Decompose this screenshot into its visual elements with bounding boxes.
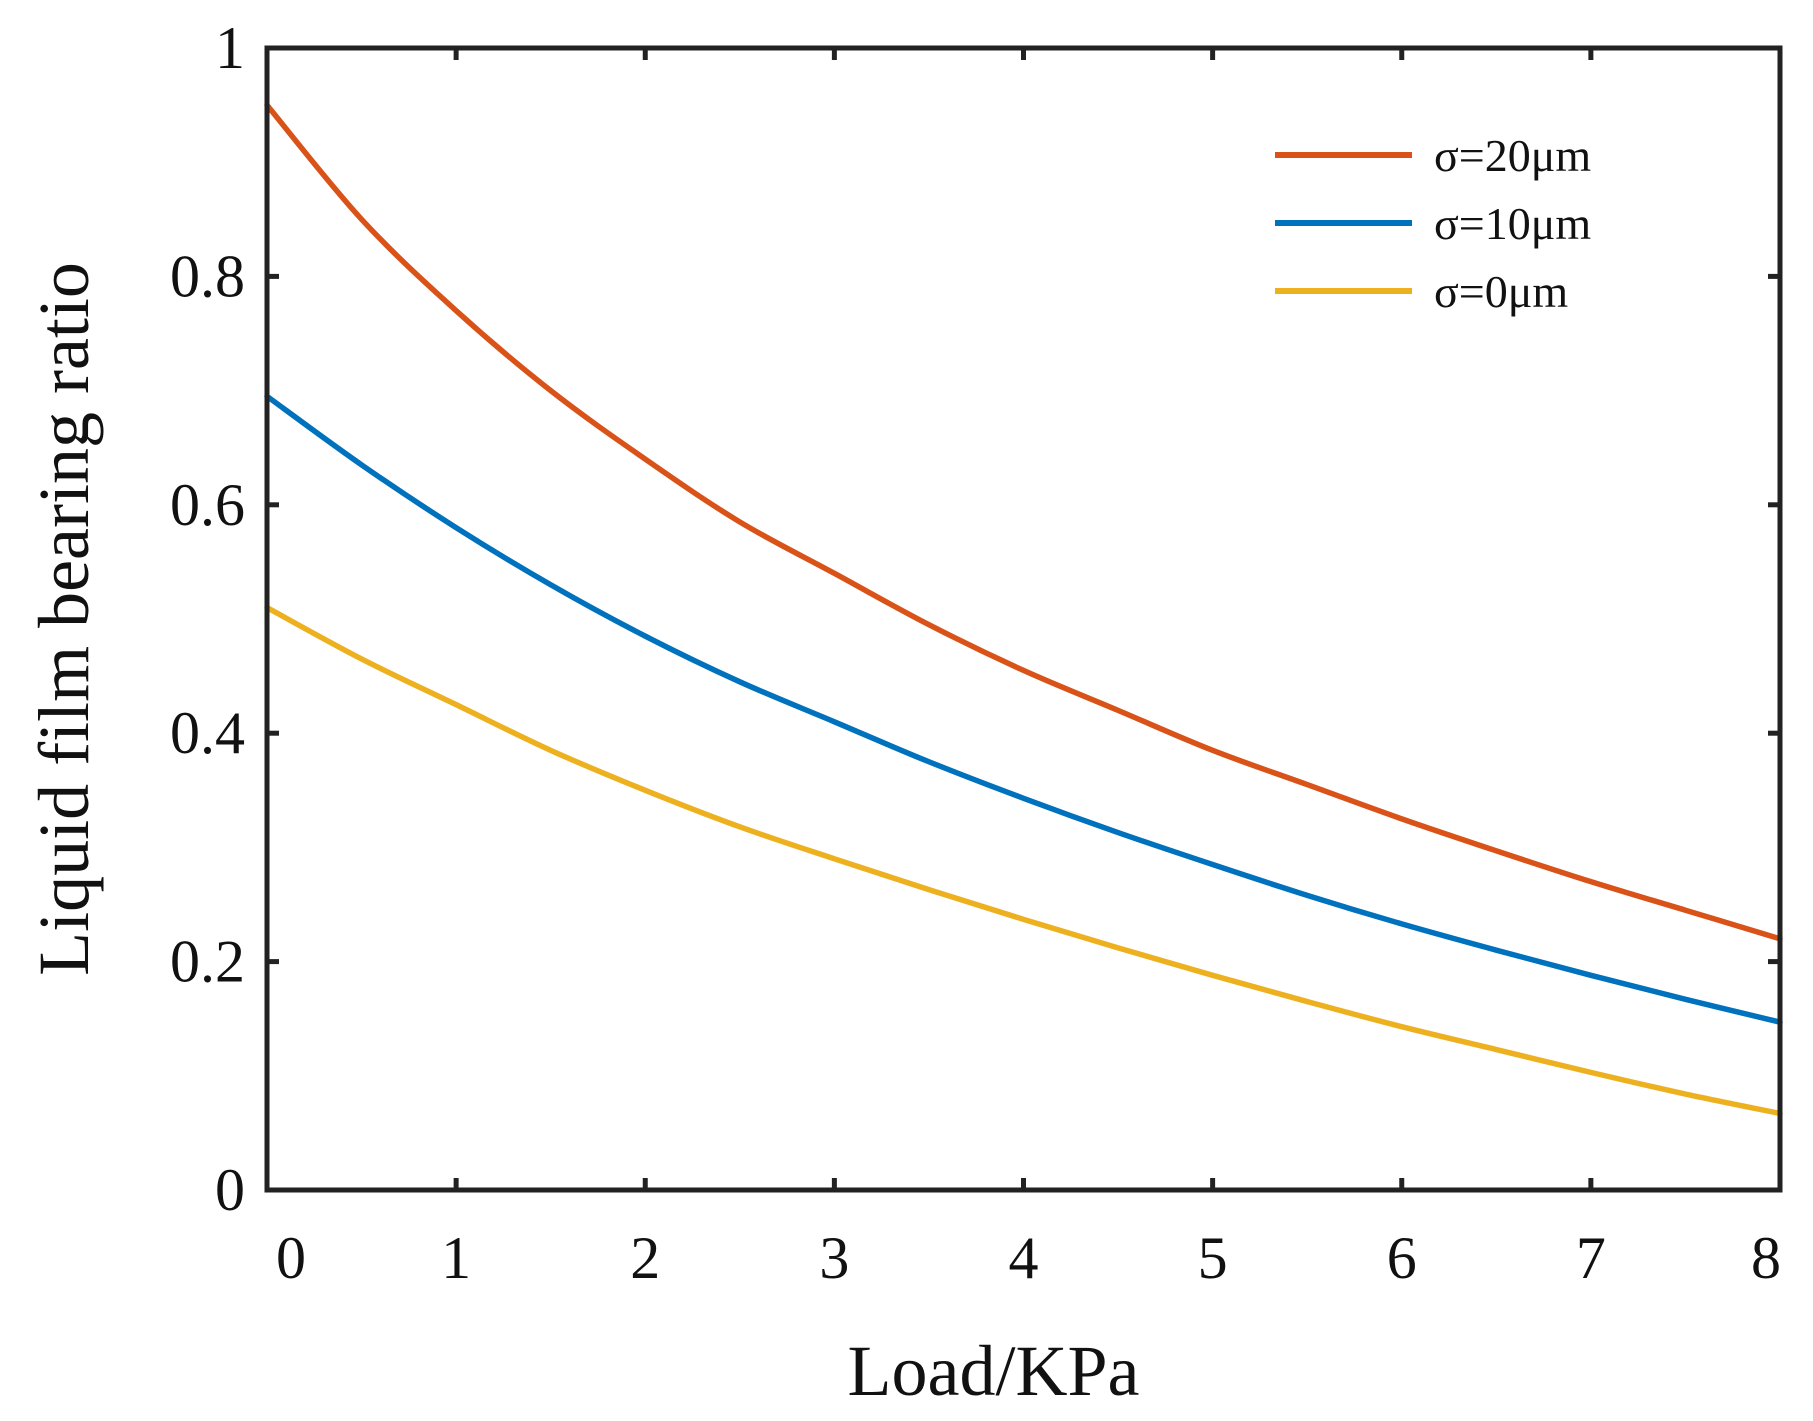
x-tick-label: 2 <box>630 1225 660 1291</box>
x-tick-label: 6 <box>1387 1225 1417 1291</box>
legend-label: σ=0μm <box>1434 266 1568 317</box>
legend-label: σ=20μm <box>1434 130 1591 181</box>
y-tick-label: 1 <box>215 15 245 81</box>
legend: σ=20μm σ=10μm σ=0μm <box>1275 130 1591 317</box>
tick-layer: 0 1 2 3 4 5 6 7 8 0 0.2 0.4 0.6 0.8 1 <box>170 15 1783 1291</box>
x-tick-label: 7 <box>1576 1225 1606 1291</box>
x-tick-label: 4 <box>1009 1225 1039 1291</box>
series-line-1 <box>264 393 1783 1025</box>
y-tick-label: 0.8 <box>170 243 245 309</box>
x-tick-label: 1 <box>441 1225 471 1291</box>
series-line-2 <box>264 604 1783 1117</box>
y-axis-label: Liquid film bearing ratio <box>24 262 104 976</box>
y-tick-label: 0.2 <box>170 929 245 995</box>
series-layer <box>264 102 1783 1117</box>
y-tick-label: 0.4 <box>170 700 245 766</box>
y-tick-label: 0 <box>215 1157 245 1223</box>
x-tick-label: 8 <box>1751 1225 1781 1291</box>
x-tick-label: 5 <box>1198 1225 1228 1291</box>
x-axis-label: Load/KPa <box>848 1331 1140 1411</box>
series-line-0 <box>264 102 1783 942</box>
x-tick-label: 3 <box>819 1225 849 1291</box>
legend-label: σ=10μm <box>1434 198 1591 249</box>
y-tick-label: 0.6 <box>170 472 245 538</box>
x-tick-label: 0 <box>276 1225 306 1291</box>
